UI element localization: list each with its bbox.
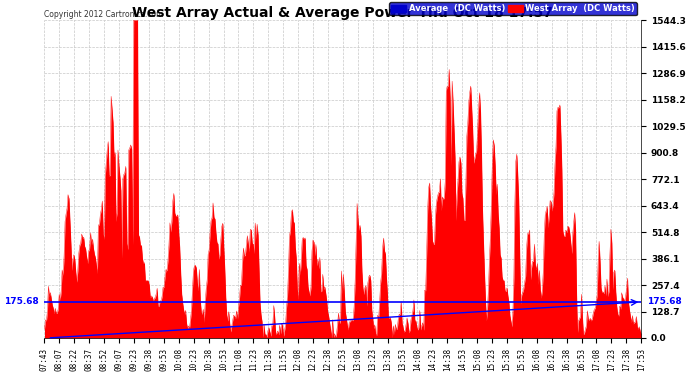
Legend: Average  (DC Watts), West Array  (DC Watts): Average (DC Watts), West Array (DC Watts…	[389, 2, 637, 15]
Text: 175.68: 175.68	[4, 297, 39, 306]
Text: 175.68: 175.68	[647, 297, 682, 306]
Title: West Array Actual & Average Power Thu Oct 18 17:57: West Array Actual & Average Power Thu Oc…	[132, 6, 553, 20]
Text: Copyright 2012 Cartronics.com: Copyright 2012 Cartronics.com	[44, 10, 164, 19]
